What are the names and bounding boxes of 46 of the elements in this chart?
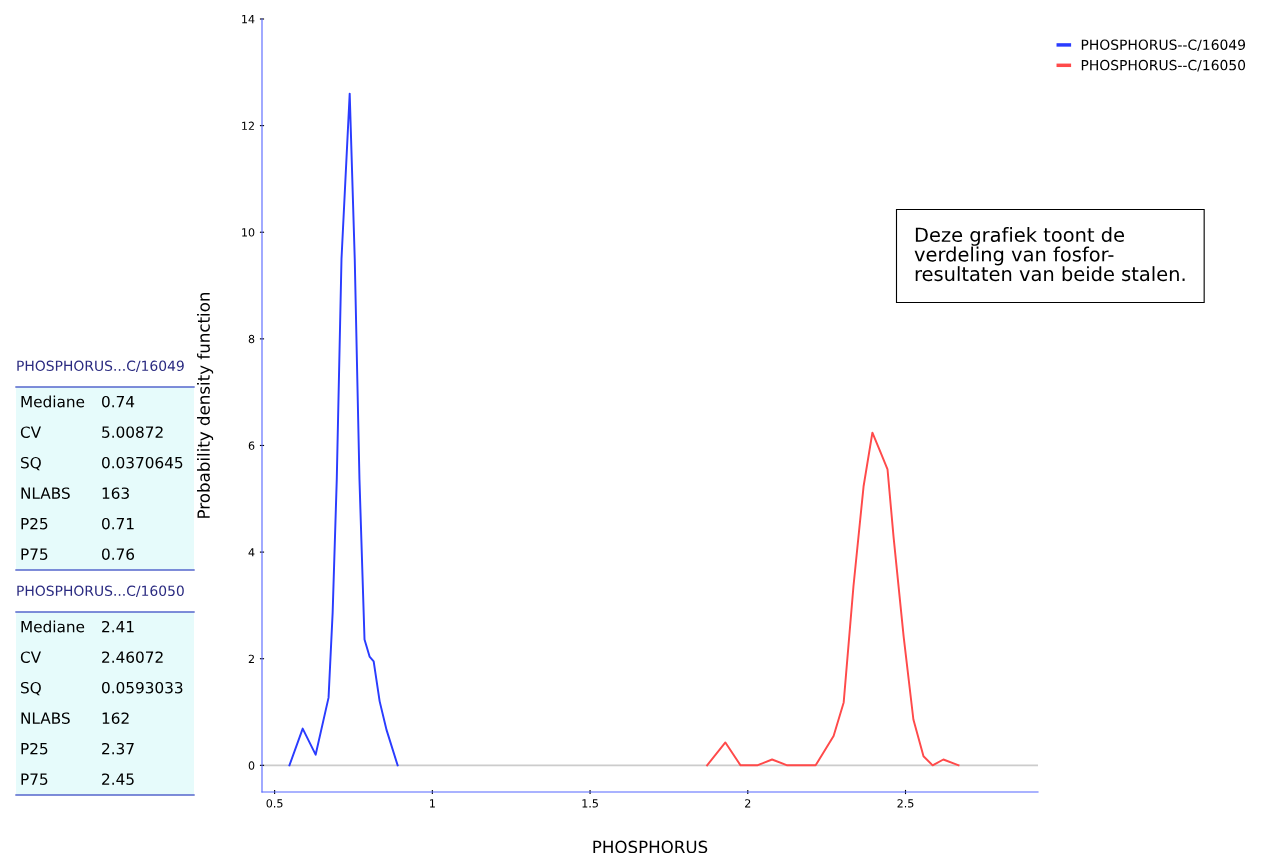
text: 0.71 — [102, 517, 134, 530]
legend-label: PHOSPHORUS--C/16050 — [1081, 59, 1246, 72]
text: P25 — [21, 517, 48, 530]
y-tick-label: 10 — [242, 228, 255, 237]
y-tick-label: 4 — [248, 548, 255, 557]
y-tick-label: 0 — [248, 761, 255, 770]
text: CV — [20, 651, 41, 663]
text: P25 — [21, 742, 48, 755]
text: 2.46072 — [102, 651, 163, 663]
x-tick-label: 2 — [745, 799, 751, 808]
text: NLABS — [21, 712, 70, 724]
text: 2.41 — [102, 620, 134, 633]
x-tick-label: 2.5 — [897, 799, 914, 808]
line-series — [288, 92, 399, 767]
text: P75 — [21, 548, 48, 560]
text: PHOSPHORUS...C/16049 — [17, 360, 184, 373]
text: 2.45 — [102, 773, 134, 785]
text: PHOSPHORUS...C/16050 — [17, 585, 184, 598]
text: SQ — [21, 456, 41, 471]
text: Mediane — [21, 620, 85, 633]
text: 5.00872 — [102, 426, 163, 438]
x-axis-title: PHOSPHORUS — [593, 840, 708, 853]
line-series — [706, 431, 960, 767]
text: NLABS — [21, 487, 70, 499]
text: 0.0370645 — [102, 456, 183, 469]
text: CV — [20, 426, 41, 438]
y-tick-label: 2 — [248, 654, 254, 663]
y-tick-label: 6 — [248, 441, 255, 450]
annotation: Deze grafiek toont de verdeling van fosfor- resultaten van beide stalen. — [914, 227, 1185, 282]
text: 2.37 — [102, 742, 134, 755]
y-axis-title: Probability density function — [197, 292, 214, 518]
text: 162 — [102, 712, 129, 724]
y-tick-label: 12 — [242, 121, 254, 130]
text: SQ — [21, 681, 41, 696]
y-tick-label: 8 — [248, 334, 255, 344]
text: 0.76 — [102, 548, 135, 560]
x-tick-label: 1.5 — [582, 799, 598, 808]
text: Mediane — [21, 395, 85, 408]
legend-label: PHOSPHORUS--C/16049 — [1081, 39, 1246, 52]
y-tick-label: 14 — [242, 15, 255, 24]
text: 0.0593033 — [102, 681, 183, 694]
text: P75 — [21, 773, 48, 785]
text: 163 — [102, 487, 129, 499]
x-tick-label: 0.5 — [266, 799, 283, 808]
text: 0.74 — [102, 395, 135, 408]
x-tick-label: 1 — [430, 799, 435, 808]
